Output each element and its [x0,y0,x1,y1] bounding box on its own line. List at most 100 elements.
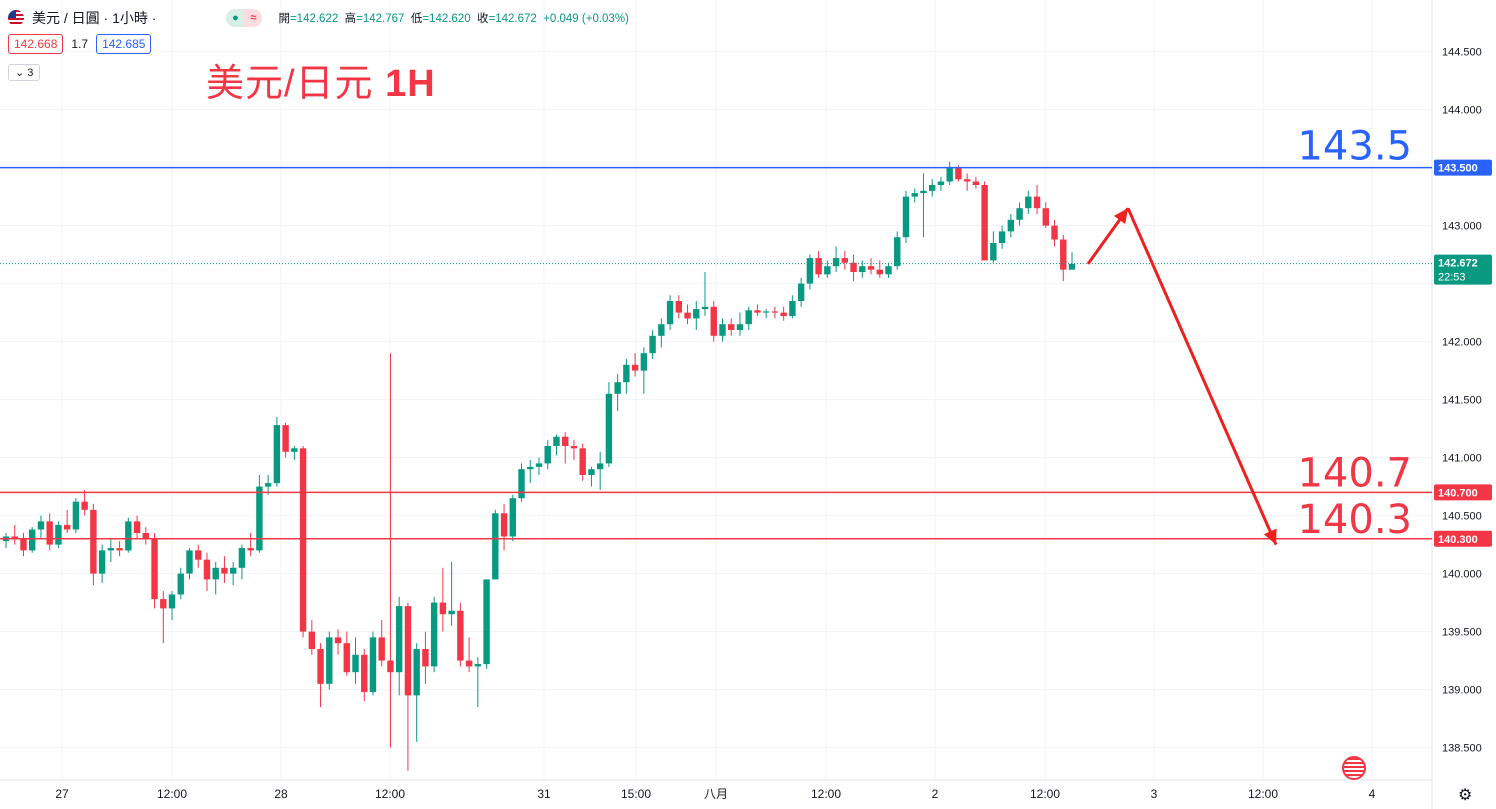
gear-icon[interactable]: ⚙ [1458,787,1473,804]
open-value: =142.622 [289,13,339,25]
candle-body [649,335,656,354]
candle-body [282,425,289,452]
candle-body [867,266,875,270]
level-price-label: 143.500 [1438,163,1478,175]
candle-body [553,436,560,446]
candle-body [701,306,709,310]
tradingview-logo-icon[interactable] [1342,756,1366,780]
candle-body [605,393,613,464]
level-price-label: 140.700 [1438,487,1478,499]
candle-body [579,448,586,475]
timeframe-title: 1H [385,63,436,105]
candle-body [465,660,473,667]
delayed-data-icon: ≈ [244,9,263,27]
sell-button[interactable]: 142.668 [8,34,64,54]
price-tick-label: 144.000 [1442,105,1482,117]
candle-body [815,258,822,275]
price-tick-label: 140.000 [1442,569,1482,581]
time-tick-label: 12:00 [157,787,187,801]
indicators-toggle[interactable]: ⌄ 3 [8,64,41,81]
candle-body [937,181,945,185]
candle-body [981,185,988,261]
symbol-label[interactable]: 美元 / 日圓 · 1小時 · [32,10,157,26]
candle-body [116,548,123,551]
usd-jpy-flag-icon [8,10,24,26]
candle-body [797,283,805,301]
candle-body [308,631,316,649]
candle-body [457,610,464,661]
candle-body [72,501,80,530]
candle-body [387,660,394,673]
candle-body [160,599,167,609]
close-label: 收 [477,13,489,25]
countdown-label: 22:53 [1438,272,1466,284]
price-tick-label: 143.000 [1442,221,1482,233]
candle-body [256,486,263,551]
candle-body [326,637,333,684]
candle-body [859,266,866,272]
market-open-icon: ● [226,9,245,27]
candle-body [588,469,595,475]
candle-body [63,524,71,530]
candle-body [771,311,779,313]
candle-body [570,446,578,449]
candle-body [361,654,368,692]
candle-body [527,466,534,470]
candle-body [1025,196,1032,209]
candle-body [885,266,892,275]
candle-body [562,436,569,446]
level-annotation: 140.3 [1297,497,1412,543]
candle-body [789,301,796,317]
candle-body [806,258,814,284]
time-tick-label: 4 [1369,787,1376,801]
candle-body [946,167,953,182]
level-price-badge [1434,159,1492,176]
market-status-pill[interactable]: ● ≈ [226,9,263,27]
candle-body [1051,225,1058,240]
time-tick-label: 31 [537,787,551,801]
candle-body [841,258,849,263]
candle-body [378,637,385,661]
pair-title: 美元/日元 [206,63,374,105]
candle-body [186,550,193,574]
candle-body [142,533,150,539]
time-tick-label: 12:00 [1030,787,1060,801]
ohlc-readout: 開=142.622 高=142.767 低=142.620 收=142.672 … [278,10,628,26]
time-tick-label: 12:00 [811,787,841,801]
buy-button[interactable]: 142.685 [96,34,152,54]
candle-body [640,353,648,371]
candle-body [430,602,438,667]
candle-body [37,521,45,530]
price-tick-label: 141.500 [1442,395,1482,407]
candle-body [518,469,525,499]
level-annotation: 140.7 [1297,450,1412,496]
candle-body [684,312,691,319]
candle-body [876,269,883,275]
candle-body [413,649,420,696]
candle-body [55,524,62,545]
candle-body [736,324,744,330]
change-value: +0.049 (+0.03%) [543,13,629,25]
candle-body [998,231,1006,243]
candle-body [483,579,490,665]
candle-body [780,312,787,317]
price-tick-label: 144.500 [1442,47,1482,59]
candle-body [343,643,350,673]
candle-body [492,513,499,580]
price-tick-label: 140.500 [1442,511,1482,523]
candle-body [404,606,412,696]
level-price-label: 140.300 [1438,534,1478,546]
candle-body [666,301,674,325]
candle-body [658,324,665,336]
candle-body [1060,239,1067,270]
candle-body [352,654,359,673]
candle-body [675,301,683,313]
level-price-badge [1434,530,1492,547]
candle-body [203,559,211,580]
candle-body [1007,219,1015,232]
candle-body [832,258,840,267]
candle-body [177,573,184,595]
candle-body [754,310,761,313]
forecast-arrow-up-head [1113,208,1128,224]
